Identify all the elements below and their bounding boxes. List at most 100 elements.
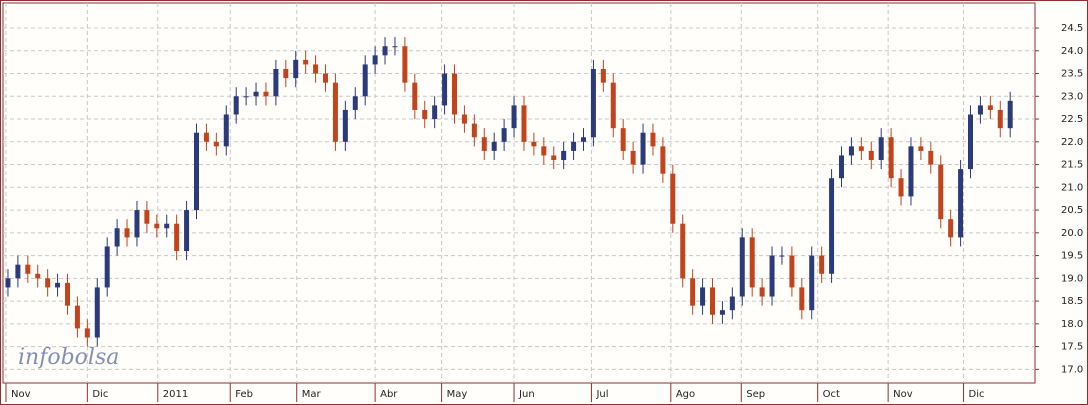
candle-body — [382, 46, 388, 56]
candle-body — [739, 237, 745, 297]
x-tick-label: Jun — [518, 389, 535, 400]
y-tick-label: 19.5 — [1061, 251, 1083, 262]
candle-body — [938, 164, 944, 220]
candle-body — [303, 59, 309, 65]
candle-body — [799, 287, 805, 311]
candle-body — [35, 273, 41, 279]
candle-body — [194, 132, 199, 211]
candle-body — [273, 68, 279, 97]
candle-body — [174, 223, 180, 252]
candle-body — [233, 96, 239, 115]
y-tick-label: 17.5 — [1061, 342, 1083, 353]
candle-body — [690, 278, 696, 306]
x-tick-label: 2011 — [163, 389, 188, 400]
candle-body — [501, 128, 507, 142]
candle-body — [392, 46, 398, 48]
x-tick-label: Ago — [676, 389, 695, 400]
candle-body — [918, 146, 924, 151]
candle-body — [719, 310, 725, 315]
candle-body — [362, 64, 368, 97]
candle-body — [581, 137, 586, 142]
candle-body — [968, 114, 973, 170]
candle-body — [700, 287, 706, 306]
x-tick-label: Nov — [11, 389, 31, 400]
candle-body — [670, 173, 676, 224]
x-tick-label: Nov — [893, 389, 913, 400]
candle-body — [600, 68, 606, 83]
candle-body — [134, 210, 140, 238]
candle-body — [620, 128, 626, 151]
x-tick-label: Feb — [235, 389, 253, 400]
candle-body — [94, 287, 100, 338]
candle-body — [323, 73, 328, 83]
candle-body — [213, 141, 219, 147]
candle-body — [958, 169, 964, 238]
y-tick-label: 23.0 — [1061, 91, 1083, 102]
candle-body — [680, 223, 686, 279]
candle-body — [630, 150, 636, 165]
x-tick-label: May — [447, 389, 468, 400]
candle-body — [144, 210, 150, 224]
candle-body — [789, 255, 795, 288]
plot-area — [2, 2, 1036, 384]
candle-body — [481, 137, 487, 151]
candle-body — [154, 223, 160, 229]
candle-body — [650, 132, 656, 147]
y-tick-label: 24.5 — [1061, 23, 1083, 34]
y-tick-label: 18.0 — [1061, 319, 1083, 330]
candle-body — [759, 287, 765, 297]
candle-body — [521, 105, 527, 142]
y-tick-label: 23.5 — [1061, 69, 1083, 80]
candle-body — [779, 255, 785, 257]
candle-body — [372, 55, 378, 65]
y-tick-label: 20.0 — [1061, 228, 1083, 239]
candle-body — [848, 146, 854, 156]
x-tick-label: Dic — [92, 389, 108, 400]
candle-body — [203, 132, 209, 142]
x-tick-label: Abr — [380, 389, 398, 400]
candle-body — [342, 109, 348, 142]
y-tick-label: 18.5 — [1061, 296, 1083, 307]
candle-body — [660, 146, 666, 174]
candle-body — [888, 137, 894, 179]
candle-body — [809, 255, 815, 311]
x-tick-label: Jul — [595, 389, 608, 400]
candle-body — [590, 68, 596, 138]
candle-body — [55, 282, 61, 288]
candle-body — [511, 105, 517, 129]
y-tick-label: 20.5 — [1061, 205, 1083, 216]
candle-body — [223, 114, 229, 147]
candle-body — [432, 105, 438, 120]
candle-body — [184, 210, 190, 252]
candle-body — [124, 228, 130, 238]
candle-body — [749, 237, 755, 288]
candle-body — [65, 282, 70, 306]
candle-body — [898, 178, 904, 197]
candle-body — [977, 105, 983, 115]
candle-body — [293, 59, 299, 79]
candle-body — [987, 105, 993, 110]
candle-body — [610, 82, 616, 129]
candle-body — [253, 91, 259, 97]
candle-body — [908, 146, 914, 197]
y-tick-label: 21.5 — [1061, 160, 1083, 171]
candle-body — [114, 228, 120, 247]
y-tick-label: 22.0 — [1061, 137, 1083, 148]
candle-body — [819, 255, 825, 274]
candle-body — [541, 146, 547, 156]
x-tick-label: Dic — [969, 389, 985, 400]
candle-body — [561, 150, 567, 161]
candle-body — [858, 146, 864, 151]
candle-body — [452, 73, 457, 115]
candle-body — [997, 109, 1003, 129]
candle-body — [283, 68, 289, 79]
candle-body — [769, 255, 775, 297]
candle-body — [948, 219, 954, 238]
watermark: infobolsa — [18, 345, 119, 370]
candle-body — [571, 141, 577, 151]
candle-body — [729, 296, 735, 311]
candle-body — [928, 150, 934, 165]
candle-body — [491, 141, 497, 151]
y-tick-label: 17.0 — [1061, 364, 1083, 375]
